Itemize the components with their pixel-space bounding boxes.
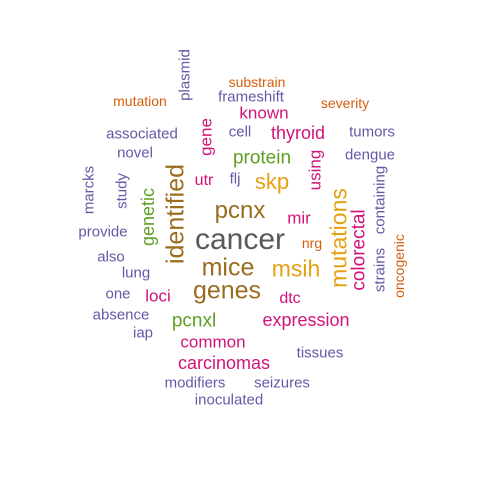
word-flj: flj [229, 170, 241, 188]
word-tissues: tissues [296, 344, 344, 362]
word-common: common [180, 332, 246, 352]
word-protein: protein [232, 147, 292, 169]
word-known: known [239, 103, 289, 123]
word-pcnxl: pcnxl [171, 310, 217, 332]
word-iap: iap [132, 324, 154, 342]
word-associated: associated [106, 125, 178, 143]
word-carcinomas: carcinomas [177, 353, 271, 373]
word-frameshift: frameshift [218, 88, 284, 106]
word-tumors: tumors [349, 123, 395, 141]
word-dengue: dengue [344, 146, 396, 164]
word-using: using [305, 149, 325, 191]
word-genes: genes [192, 276, 262, 305]
word-modifiers: modifiers [164, 374, 226, 392]
word-mutations: mutations [325, 188, 352, 288]
word-skp: skp [254, 169, 290, 194]
word-mutation: mutation [113, 93, 167, 109]
word-lung: lung [121, 264, 151, 282]
word-oncogenic: oncogenic [391, 234, 407, 298]
word-novel: novel [117, 144, 153, 162]
word-gene: gene [196, 118, 216, 156]
word-strains: strains [371, 247, 389, 293]
word-utr: utr [194, 172, 214, 189]
word-one: one [105, 285, 131, 303]
word-msih: msih [271, 255, 321, 282]
word-nrg: nrg [301, 235, 323, 251]
word-provide: provide [78, 223, 128, 241]
word-plasmid: plasmid [176, 49, 194, 101]
word-thyroid: thyroid [270, 123, 326, 143]
word-also: also [97, 248, 125, 266]
word-expression: expression [262, 310, 350, 330]
word-inoculated: inoculated [194, 391, 264, 409]
word-cell: cell [228, 123, 252, 141]
word-cancer: cancer [194, 223, 286, 256]
word-identified: identified [161, 163, 190, 265]
word-mice: mice [201, 253, 255, 282]
word-loci: loci [145, 286, 171, 306]
word-colorectal: colorectal [348, 209, 370, 291]
word-mir: mir [287, 208, 311, 228]
word-containing: containing [371, 165, 389, 235]
word-pcnx: pcnx [214, 197, 266, 224]
word-study: study [113, 173, 131, 209]
word-dtc: dtc [279, 290, 301, 307]
word-marcks: marcks [80, 165, 98, 215]
word-seizures: seizures [254, 374, 310, 392]
word-severity: severity [320, 95, 370, 111]
word-absence: absence [92, 306, 150, 324]
word-genetic: genetic [138, 187, 158, 247]
word-substrain: substrain [228, 74, 286, 90]
